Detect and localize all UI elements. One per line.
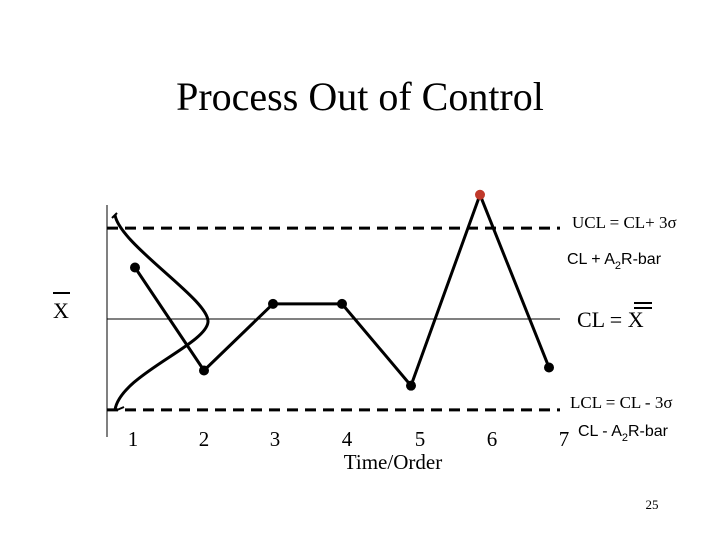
lcl-label: LCL = CL - 3σ bbox=[570, 393, 673, 412]
x-axis-label: Time/Order bbox=[344, 450, 442, 474]
normal-distribution-curve bbox=[113, 214, 210, 411]
ucl-label: UCL = CL+ 3σ bbox=[572, 213, 677, 232]
curve-bottom-tick bbox=[116, 406, 125, 411]
xbar-label-left: X bbox=[53, 298, 69, 323]
x-tick-label: 3 bbox=[270, 427, 281, 451]
series-line bbox=[133, 190, 551, 389]
data-point-7 bbox=[544, 362, 554, 373]
curve-top-tick bbox=[111, 212, 118, 219]
data-point-4 bbox=[337, 298, 347, 309]
data-points bbox=[130, 189, 554, 391]
x-tick-labels: 1 2 3 4 5 6 7 bbox=[128, 427, 570, 451]
ucl-r-label: CL + A2R-bar bbox=[567, 251, 662, 272]
data-point-1 bbox=[130, 262, 140, 273]
x-tick-label: 2 bbox=[199, 427, 210, 451]
slide-title: Process Out of Control bbox=[176, 74, 544, 119]
x-tick-label: 5 bbox=[415, 427, 426, 451]
data-point-2 bbox=[199, 365, 209, 376]
page-number: 25 bbox=[646, 497, 659, 512]
data-point-5 bbox=[406, 380, 416, 391]
data-point-out-of-control bbox=[475, 189, 485, 200]
x-tick-label: 4 bbox=[342, 427, 353, 451]
lcl-r-label: CL - A2R-bar bbox=[578, 423, 669, 444]
cl-label: CL = X bbox=[577, 307, 644, 332]
x-tick-label: 7 bbox=[559, 427, 570, 451]
data-point-3 bbox=[268, 298, 278, 309]
x-tick-label: 1 bbox=[128, 427, 139, 451]
x-tick-label: 6 bbox=[487, 427, 498, 451]
